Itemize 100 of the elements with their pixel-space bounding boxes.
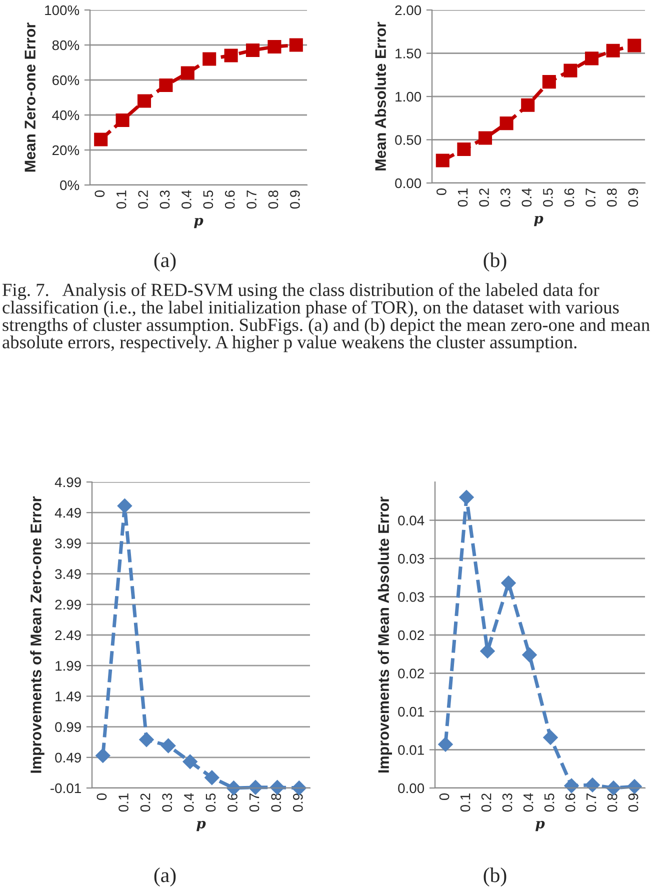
x-tick-label: 0.9 (628, 188, 638, 207)
caption: Fig. 7. Analysis of RED-SVM using the class distribution of the labeled data for classification (i.e., the label initialization phase of TOR), on the dataset with various strengths of cluster assumption. SubFigs. (a) and (b) depict the mean zero-one and mean absolute errors, respectively. A higher p value weakens the cluster assumption. (2, 283, 650, 352)
y-tick-label: 1.50 (396, 48, 422, 58)
x-tick-label: 0 (96, 793, 107, 800)
x-tick-label: 0.5 (203, 190, 214, 209)
x-tick-label: 0.3 (160, 190, 170, 209)
point (160, 738, 176, 754)
point (202, 52, 216, 66)
point (117, 498, 132, 514)
point (501, 576, 516, 590)
point (584, 52, 599, 66)
x-axis-title: p (194, 218, 204, 228)
point (564, 64, 578, 78)
point (627, 779, 642, 794)
y-tick-label: 40% (52, 110, 80, 120)
x-tick-label: 0.8 (268, 190, 278, 209)
y-tick-label: 0.03 (398, 592, 424, 602)
y-tick-label: 0.49 (55, 752, 81, 763)
y-tick-label: 0.99 (55, 722, 81, 732)
y-tick-label: 80% (52, 40, 80, 50)
y-tick-label: -0.01 (50, 783, 81, 794)
x-tick-label: 0.4 (184, 793, 194, 812)
point (246, 43, 260, 58)
y-tick-label: 0.03 (398, 554, 424, 564)
x-tick-label: 0.3 (500, 188, 510, 207)
x-tick-label: 0.9 (292, 794, 303, 812)
point (204, 770, 220, 785)
y-tick-label: 0.02 (398, 630, 424, 640)
y-tick-label: 0.50 (395, 135, 422, 145)
x-axis-title: p (535, 820, 545, 832)
x-tick-label: 0.5 (543, 188, 553, 207)
point (436, 154, 450, 168)
point (478, 131, 492, 145)
x-tick-label: 0.9 (628, 794, 638, 812)
y-tick-label: 0.01 (398, 745, 424, 755)
point (139, 732, 154, 748)
point (292, 780, 306, 796)
point (542, 75, 556, 89)
x-tick-label: 0.7 (249, 794, 260, 812)
y-axis-title: Improvements of Mean Absolute Error (378, 496, 392, 772)
point (116, 113, 130, 128)
x-tick-label: 0.9 (290, 190, 300, 209)
text: (b) (484, 868, 506, 886)
point (182, 754, 198, 770)
y-tick-label: 100% (45, 5, 80, 16)
point (500, 116, 514, 130)
text: (b) (484, 252, 506, 272)
point (457, 142, 471, 156)
y-tick-label: 2.00 (395, 5, 422, 16)
x-tick-label: 0.4 (523, 793, 534, 812)
x-tick-label: 0.5 (206, 793, 216, 812)
x-tick-label: 0.8 (606, 188, 617, 207)
point (585, 778, 600, 792)
y-tick-label: 3.99 (55, 538, 81, 548)
point (268, 40, 282, 54)
x-tick-label: 0.2 (140, 794, 150, 812)
x-tick-label: 0.1 (460, 794, 470, 812)
x-axis-title: p (534, 216, 544, 226)
point (521, 98, 535, 112)
x-tick-label: 0.7 (586, 188, 596, 207)
x-tick-label: 0.7 (586, 794, 596, 812)
y-tick-label: 0.02 (398, 668, 424, 678)
x-tick-label: 0.4 (182, 190, 192, 209)
y-tick-label: 1.99 (56, 660, 81, 671)
y-tick-label: 0.00 (398, 783, 424, 794)
y-tick-label: 0.04 (398, 516, 424, 526)
x-tick-label: 0.6 (565, 793, 576, 812)
x-tick-label: 0 (439, 793, 450, 800)
y-tick-label: 4.49 (54, 508, 81, 518)
point (180, 66, 194, 80)
x-tick-label: 0.6 (228, 793, 238, 812)
point (522, 647, 537, 662)
x-tick-label: 0.6 (224, 190, 235, 209)
text: (a) (154, 252, 176, 272)
x-tick-label: 0.1 (458, 188, 468, 207)
y-tick-label: 2.49 (55, 630, 81, 640)
point (606, 44, 620, 58)
x-tick-label: 0.2 (138, 190, 148, 209)
x-tick-label: 0 (94, 190, 105, 198)
x-tick-label: 0.5 (544, 793, 554, 812)
point (96, 748, 110, 763)
point (459, 490, 474, 505)
x-tick-label: 0.8 (271, 793, 282, 812)
x-tick-label: 0.4 (522, 188, 532, 207)
x-tick-label: 0.7 (246, 190, 256, 209)
x-tick-label: 0.3 (162, 793, 172, 812)
point (159, 78, 173, 92)
point (137, 94, 152, 108)
point (224, 48, 238, 62)
point (543, 730, 558, 745)
y-tick-label: 20% (52, 145, 80, 156)
x-axis-title: p (196, 820, 206, 832)
y-tick-label: 0.01 (398, 706, 424, 717)
x-tick-label: 0.8 (607, 793, 618, 812)
y-axis-title: Mean Zero-one Error (24, 22, 36, 172)
x-tick-label: 0.6 (564, 188, 574, 207)
y-tick-label: 2.99 (55, 600, 81, 610)
x-tick-label: 0 (436, 188, 446, 196)
text: (a) (154, 868, 176, 886)
y-tick-label: 0.00 (395, 178, 422, 188)
